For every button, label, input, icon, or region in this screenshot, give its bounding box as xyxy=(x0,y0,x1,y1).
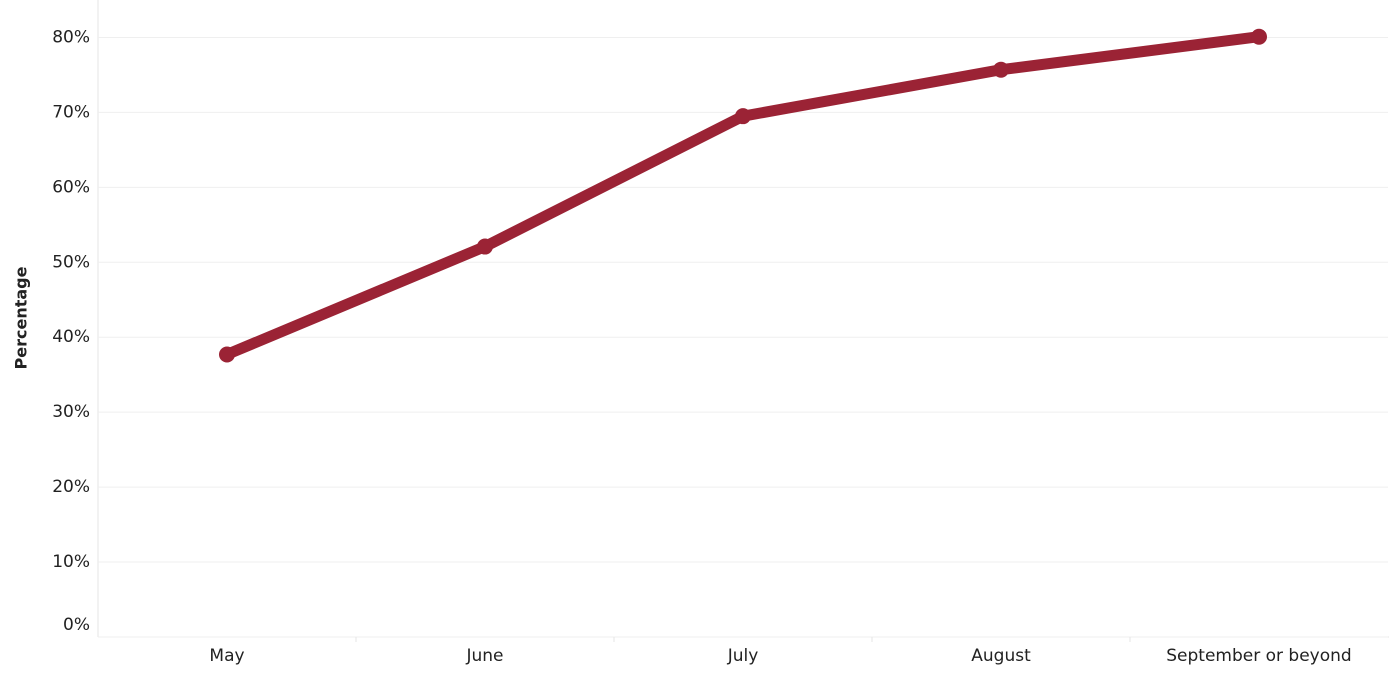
point xyxy=(1251,28,1267,45)
y-tick-label: 60% xyxy=(52,177,90,197)
point xyxy=(219,346,235,363)
y-tick-label: 80% xyxy=(52,27,90,47)
point xyxy=(735,108,751,125)
y-axis-title: Percentage xyxy=(12,266,31,369)
x-tick-label: August xyxy=(971,646,1031,666)
y-tick-label: 0% xyxy=(63,615,90,635)
line xyxy=(221,31,1265,360)
x-tick-label: September or beyond xyxy=(1166,646,1351,666)
y-tick-label: 70% xyxy=(52,102,90,122)
point xyxy=(477,238,493,255)
y-tick-label: 10% xyxy=(52,552,90,572)
x-tick-label: May xyxy=(209,646,244,666)
x-tick-label: July xyxy=(727,646,759,666)
point xyxy=(993,61,1009,78)
y-tick-label: 30% xyxy=(52,402,90,422)
x-tick-label: June xyxy=(465,646,503,666)
y-tick-label: 50% xyxy=(52,252,90,272)
y-tick-label: 20% xyxy=(52,477,90,497)
y-tick-label: 40% xyxy=(52,327,90,347)
